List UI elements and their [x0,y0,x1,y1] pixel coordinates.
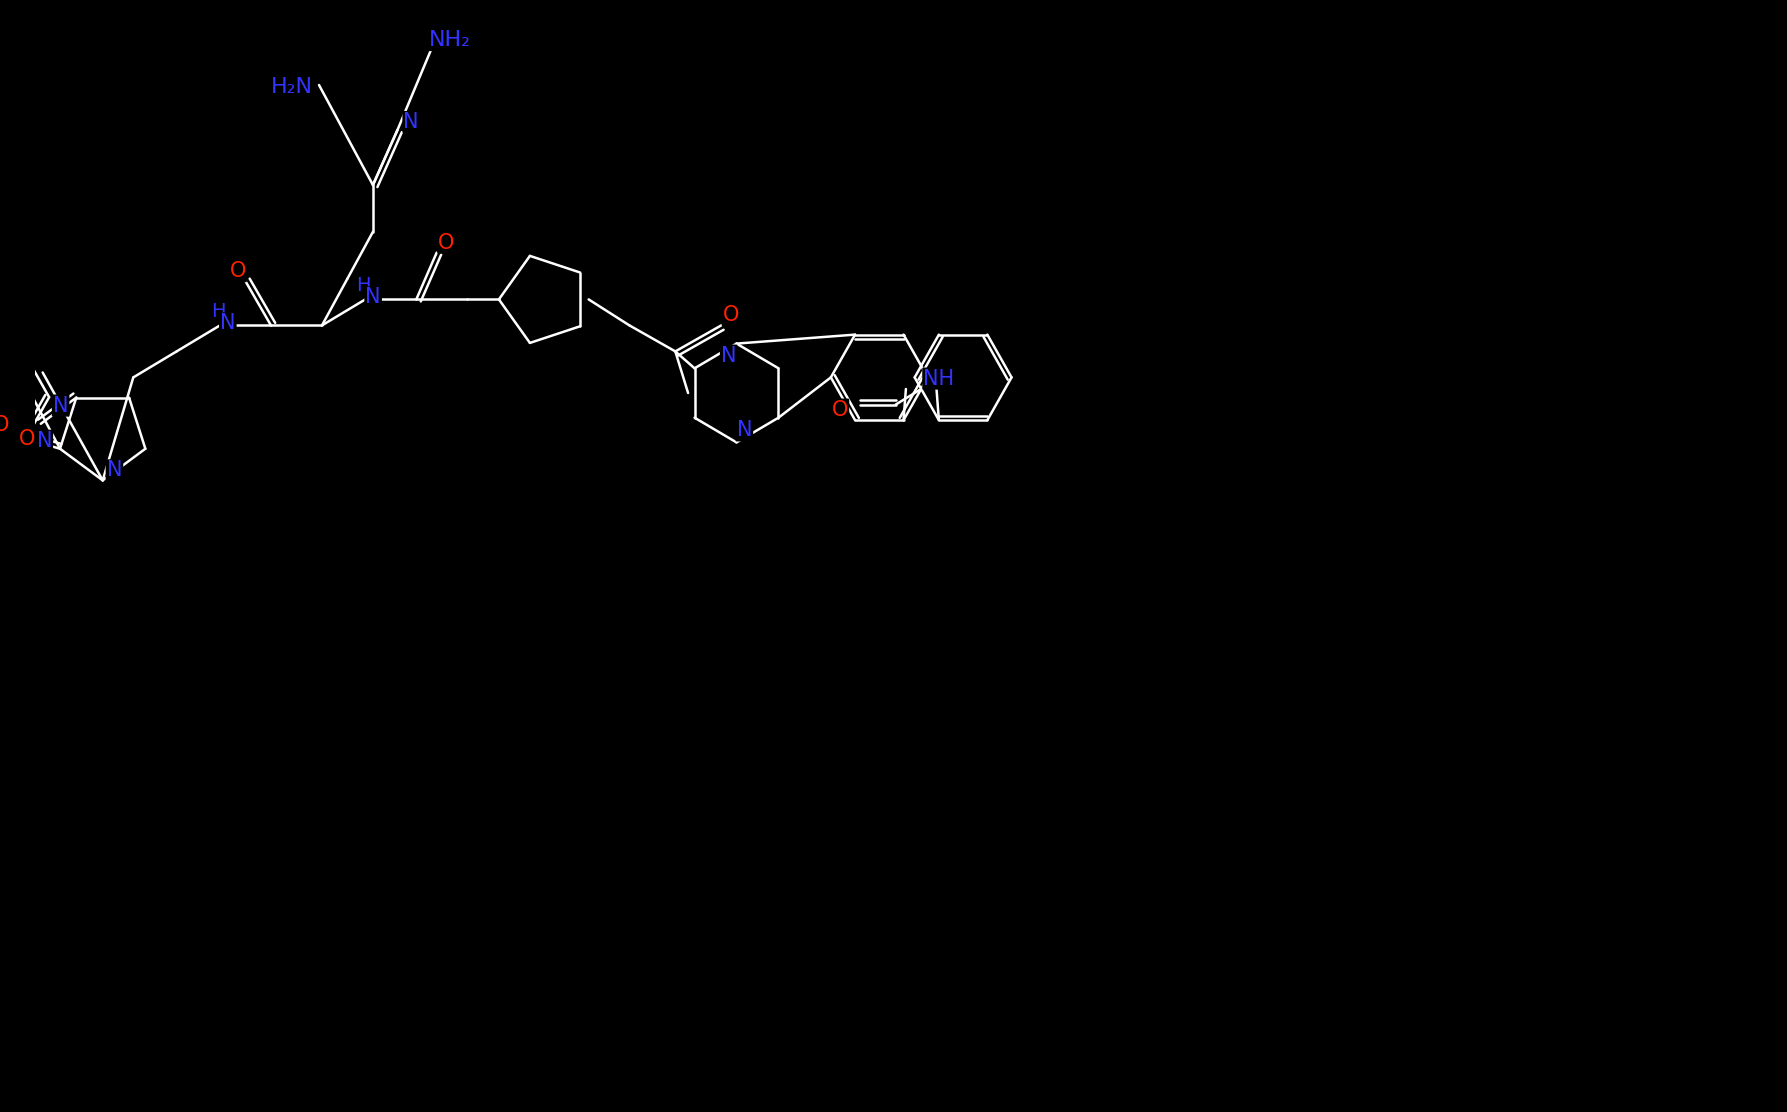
Text: O: O [722,306,740,326]
Text: H: H [211,301,225,321]
Text: N: N [54,396,68,416]
Text: N: N [365,287,381,307]
Text: H: H [356,276,370,295]
Text: NH: NH [924,368,954,388]
Text: N: N [404,112,418,132]
Text: N: N [107,460,122,480]
Text: H₂N: H₂N [270,77,313,97]
Text: O: O [438,232,454,252]
Text: O: O [0,415,9,435]
Text: N: N [720,346,736,366]
Text: O: O [229,261,247,281]
Text: N: N [36,430,52,450]
Text: NH₂: NH₂ [429,30,470,50]
Text: O: O [831,399,849,419]
Text: N: N [220,314,236,334]
Text: O: O [20,429,36,449]
Text: N: N [736,420,752,440]
